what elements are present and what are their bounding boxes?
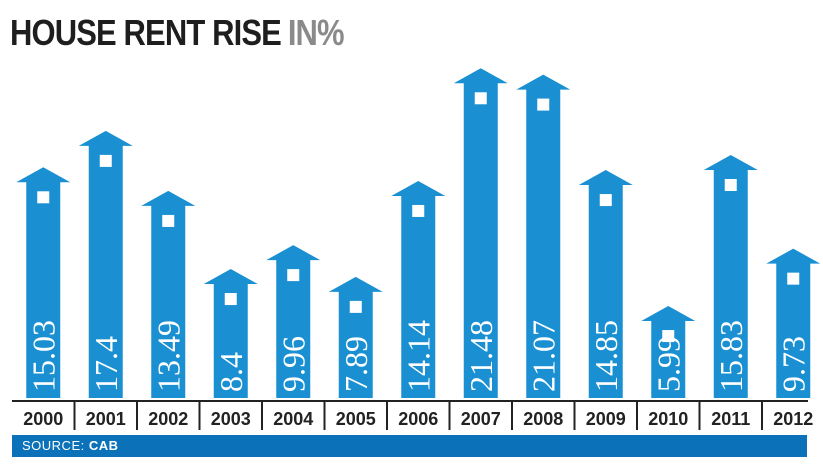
bars-group: 15.03 17.4 13.49 8.4 9.96 7.89 14.14 21.48 21.07… xyxy=(16,68,821,399)
tick-label-2004: 2004 xyxy=(273,409,313,429)
bar-2008 xyxy=(516,74,571,398)
chart-title-main: HOUSE RENT RISE xyxy=(10,12,282,53)
bar-2006 xyxy=(391,180,446,398)
window-icon xyxy=(662,330,675,343)
source-bar: SOURCE: CAB xyxy=(12,435,807,457)
data-label-2004: 9.96 xyxy=(275,336,311,392)
tick-label-2012: 2012 xyxy=(773,409,813,429)
bar-2007 xyxy=(453,68,508,399)
data-label-2000: 15.03 xyxy=(25,320,61,392)
chart-title-unit: IN% xyxy=(287,12,345,53)
window-icon xyxy=(287,269,300,282)
tick-label-2009: 2009 xyxy=(586,409,626,429)
window-icon xyxy=(787,272,800,285)
bar-2010 xyxy=(641,306,696,398)
tick-label-2000: 2000 xyxy=(23,409,63,429)
tick-label-2002: 2002 xyxy=(148,409,188,429)
bar-2011 xyxy=(703,155,758,398)
data-label-2008: 21.07 xyxy=(525,320,561,392)
bar-2004 xyxy=(266,245,321,398)
window-icon xyxy=(99,154,112,167)
data-label-2005: 7.89 xyxy=(338,336,374,392)
window-icon xyxy=(349,300,362,313)
window-icon xyxy=(599,194,612,207)
window-icon xyxy=(37,191,50,204)
window-icon xyxy=(412,204,425,217)
tick-label-2008: 2008 xyxy=(523,409,563,429)
bar-2009 xyxy=(578,170,633,398)
window-icon xyxy=(474,92,487,105)
data-label-2006: 14.14 xyxy=(400,320,436,392)
bar-2002 xyxy=(141,190,196,398)
data-label-2002: 13.49 xyxy=(150,320,186,392)
tick-label-2005: 2005 xyxy=(336,409,376,429)
window-icon xyxy=(162,214,175,227)
data-label-2012: 9.73 xyxy=(775,336,811,392)
x-axis-ticks: 2000 2001 2002 2003 2004 2005 2006 2007 2008 2009… xyxy=(23,402,813,430)
data-label-2003: 8.4 xyxy=(213,352,249,392)
bar-2005 xyxy=(328,276,383,398)
tick-label-2001: 2001 xyxy=(86,409,126,429)
data-label-2001: 17.4 xyxy=(88,336,124,392)
bar-2001 xyxy=(78,130,133,398)
bar-2003 xyxy=(203,269,258,398)
tick-label-2006: 2006 xyxy=(398,409,438,429)
bar-chart: 15.03 17.4 13.49 8.4 9.96 7.89 14.14 21.48 21.07… xyxy=(12,68,821,430)
window-icon xyxy=(224,293,237,306)
data-label-2007: 21.48 xyxy=(463,320,499,392)
data-label-2010: 5.99 xyxy=(650,336,686,392)
source-value: CAB xyxy=(88,438,119,453)
chart-title: HOUSE RENT RISE IN% xyxy=(10,12,345,58)
source-label: SOURCE: xyxy=(22,438,85,453)
bar-2012 xyxy=(766,248,821,398)
window-icon xyxy=(724,179,737,192)
tick-label-2003: 2003 xyxy=(211,409,251,429)
bar-2000 xyxy=(16,167,71,398)
tick-label-2011: 2011 xyxy=(711,409,750,429)
tick-label-2010: 2010 xyxy=(648,409,688,429)
data-label-2009: 14.85 xyxy=(588,320,624,392)
source-text: SOURCE: CAB xyxy=(22,438,119,453)
data-label-2011: 15.83 xyxy=(713,320,749,392)
tick-label-2007: 2007 xyxy=(461,409,501,429)
window-icon xyxy=(537,98,550,111)
